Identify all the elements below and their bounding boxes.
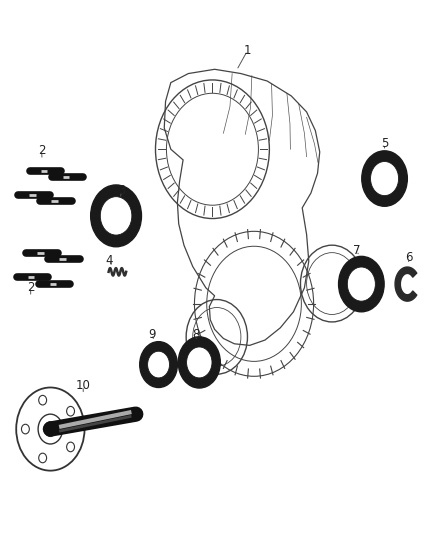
Circle shape <box>187 347 212 378</box>
Text: 4: 4 <box>106 254 113 266</box>
Text: 8: 8 <box>192 328 199 341</box>
Circle shape <box>16 387 85 471</box>
Text: 7: 7 <box>353 244 361 257</box>
Text: 2: 2 <box>27 281 35 294</box>
Circle shape <box>21 424 29 434</box>
Wedge shape <box>339 256 384 312</box>
Circle shape <box>39 453 46 463</box>
Circle shape <box>67 406 74 416</box>
Circle shape <box>148 351 170 378</box>
Wedge shape <box>91 185 141 247</box>
Text: 10: 10 <box>76 379 91 392</box>
Text: 9: 9 <box>148 328 156 341</box>
Circle shape <box>44 422 57 437</box>
Circle shape <box>67 442 74 452</box>
Circle shape <box>347 267 375 301</box>
Circle shape <box>39 395 46 405</box>
Wedge shape <box>178 337 220 388</box>
Wedge shape <box>362 151 407 206</box>
Text: 2: 2 <box>38 144 46 157</box>
Circle shape <box>100 197 132 235</box>
Circle shape <box>371 161 399 196</box>
Text: 3: 3 <box>118 184 125 197</box>
Text: 6: 6 <box>405 252 413 264</box>
Text: 1: 1 <box>244 44 251 57</box>
Wedge shape <box>140 342 177 387</box>
Text: 5: 5 <box>381 138 388 150</box>
Circle shape <box>38 414 63 444</box>
Polygon shape <box>395 267 417 301</box>
